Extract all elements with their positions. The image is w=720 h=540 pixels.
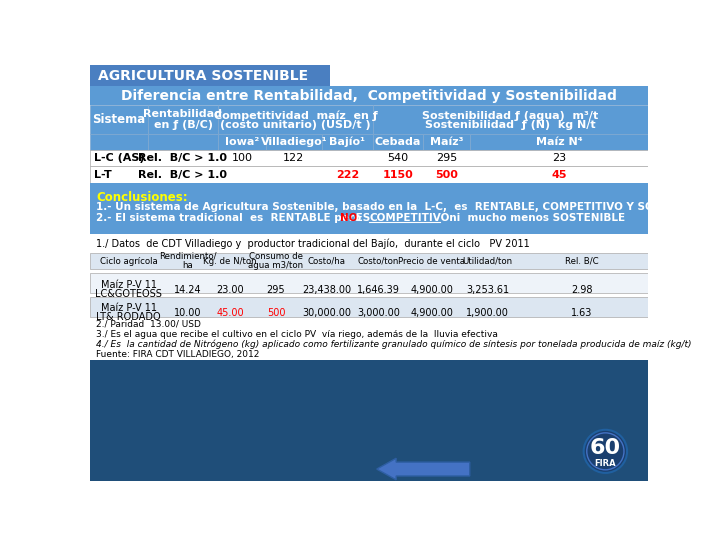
Text: Maíz P-V 11: Maíz P-V 11: [101, 303, 157, 313]
Text: 2.98: 2.98: [571, 285, 593, 295]
Text: Maíz³: Maíz³: [430, 137, 463, 147]
FancyBboxPatch shape: [373, 134, 423, 150]
Text: 122: 122: [283, 153, 305, 163]
Text: Maíz P-V 11: Maíz P-V 11: [101, 280, 157, 290]
Text: ES: ES: [352, 213, 374, 222]
Text: 23.00: 23.00: [217, 285, 244, 295]
Text: 14.24: 14.24: [174, 285, 202, 295]
Text: Rendimiento/
ha: Rendimiento/ ha: [159, 252, 217, 271]
Text: COMPETITIVO: COMPETITIVO: [369, 213, 449, 222]
Text: 222: 222: [336, 170, 359, 180]
FancyBboxPatch shape: [90, 253, 648, 269]
FancyBboxPatch shape: [148, 105, 218, 134]
FancyBboxPatch shape: [90, 65, 330, 86]
Text: 23: 23: [552, 153, 566, 163]
Text: 45: 45: [551, 170, 567, 180]
Text: ni  mucho menos SOSTENIBLE: ni mucho menos SOSTENIBLE: [442, 213, 625, 222]
Text: Maíz N⁴: Maíz N⁴: [536, 137, 582, 147]
Text: Cebada: Cebada: [375, 137, 421, 147]
FancyBboxPatch shape: [90, 150, 648, 166]
Text: Consumo de
agua m3/ton: Consumo de agua m3/ton: [248, 252, 304, 271]
Text: Utilidad/ton: Utilidad/ton: [462, 256, 513, 266]
Text: 1./ Datos  de CDT Villadiego y  productor tradicional del Bajío,  durante el cic: 1./ Datos de CDT Villadiego y productor …: [96, 238, 530, 248]
Text: Sostenibilidad  ƒ (N)  kg N/t: Sostenibilidad ƒ (N) kg N/t: [425, 120, 595, 130]
Text: (costo unitario) (USD/t ): (costo unitario) (USD/t ): [220, 120, 371, 130]
Text: 1,646.39: 1,646.39: [357, 285, 400, 295]
Text: 4,900.00: 4,900.00: [410, 308, 453, 318]
FancyBboxPatch shape: [90, 86, 648, 105]
FancyBboxPatch shape: [90, 360, 648, 481]
Text: L-C (AS): L-C (AS): [94, 153, 145, 163]
FancyBboxPatch shape: [90, 184, 648, 234]
Text: Rel.  B/C > 1.0: Rel. B/C > 1.0: [138, 153, 228, 163]
FancyBboxPatch shape: [218, 105, 373, 134]
Circle shape: [584, 430, 627, 473]
FancyBboxPatch shape: [373, 105, 648, 134]
Text: 60: 60: [590, 438, 621, 458]
Text: 4,900.00: 4,900.00: [410, 285, 453, 295]
Text: 3,253.61: 3,253.61: [466, 285, 509, 295]
FancyBboxPatch shape: [90, 166, 648, 184]
Text: AGRICULTURA SOSTENIBLE: AGRICULTURA SOSTENIBLE: [98, 69, 308, 83]
Text: Fuente: FIRA CDT VILLADIEGO, 2012: Fuente: FIRA CDT VILLADIEGO, 2012: [96, 350, 260, 359]
Text: Costo/ton: Costo/ton: [358, 256, 400, 266]
Text: Sistema: Sistema: [92, 113, 145, 126]
FancyBboxPatch shape: [423, 134, 469, 150]
Text: Ciclo agrícola: Ciclo agrícola: [100, 256, 158, 266]
FancyBboxPatch shape: [148, 134, 218, 150]
Text: Precio de venta: Precio de venta: [398, 256, 465, 266]
Text: 295: 295: [436, 153, 457, 163]
Text: 3./ Es el agua que recibe el cultivo en el ciclo PV  vía riego, además de la  ll: 3./ Es el agua que recibe el cultivo en …: [96, 330, 498, 339]
Text: Iowa²: Iowa²: [225, 137, 259, 147]
Text: L-T: L-T: [94, 170, 112, 180]
Text: LC&GOTEOSS: LC&GOTEOSS: [95, 289, 162, 299]
Text: 2.- El sistema tradicional  es  RENTABLE pero: 2.- El sistema tradicional es RENTABLE p…: [96, 213, 365, 222]
FancyBboxPatch shape: [90, 105, 148, 134]
FancyBboxPatch shape: [90, 65, 648, 481]
FancyBboxPatch shape: [218, 134, 266, 150]
Text: Villadiego¹: Villadiego¹: [261, 137, 327, 147]
Text: 45.00: 45.00: [217, 308, 244, 318]
Text: Kg. de N/ton: Kg. de N/ton: [204, 256, 257, 266]
Text: Rel. B/C: Rel. B/C: [565, 256, 598, 266]
Text: 1,900.00: 1,900.00: [466, 308, 509, 318]
Text: 1150: 1150: [383, 170, 413, 180]
Text: NO: NO: [340, 213, 357, 222]
FancyBboxPatch shape: [469, 134, 648, 150]
FancyBboxPatch shape: [90, 273, 648, 294]
FancyBboxPatch shape: [266, 134, 322, 150]
Text: Rentabilidad
en ƒ (B/C): Rentabilidad en ƒ (B/C): [143, 109, 222, 130]
Text: 3,000.00: 3,000.00: [357, 308, 400, 318]
Text: 30,000.00: 30,000.00: [302, 308, 351, 318]
Text: Conclusiones:: Conclusiones:: [96, 191, 188, 204]
Text: 23,438.00: 23,438.00: [302, 285, 351, 295]
Text: 540: 540: [387, 153, 409, 163]
Text: 2./ Paridad  13.00/ USD: 2./ Paridad 13.00/ USD: [96, 320, 201, 329]
FancyBboxPatch shape: [90, 296, 648, 316]
Text: Costo/ha: Costo/ha: [307, 256, 346, 266]
FancyBboxPatch shape: [90, 134, 148, 150]
FancyArrow shape: [377, 458, 469, 480]
Text: Sostenibilidad ƒ (agua)  m³/t: Sostenibilidad ƒ (agua) m³/t: [423, 111, 598, 120]
Text: 1.63: 1.63: [571, 308, 593, 318]
Text: FIRA: FIRA: [595, 459, 616, 468]
Text: 1.- Un sistema de Agricultura Sostenible, basado en la  L-C,  es  RENTABLE, COMP: 1.- Un sistema de Agricultura Sostenible…: [96, 202, 710, 212]
Text: LT& RODADO: LT& RODADO: [96, 312, 161, 322]
Text: 10.00: 10.00: [174, 308, 202, 318]
Text: 500: 500: [435, 170, 458, 180]
Text: Competitividad  maíz  en ƒ: Competitividad maíz en ƒ: [214, 110, 377, 121]
Text: 100: 100: [231, 153, 253, 163]
Text: 295: 295: [266, 285, 285, 295]
Text: Rel.  B/C > 1.0: Rel. B/C > 1.0: [138, 170, 228, 180]
Text: Bajío¹: Bajío¹: [329, 137, 365, 147]
FancyBboxPatch shape: [322, 134, 373, 150]
Text: 4./ Es  la cantidad de Nitrógeno (kg) aplicado como fertilizante granulado quími: 4./ Es la cantidad de Nitrógeno (kg) apl…: [96, 340, 692, 349]
Text: 500: 500: [266, 308, 285, 318]
Text: Diferencia entre Rentabilidad,  Competitividad y Sostenibilidad: Diferencia entre Rentabilidad, Competiti…: [121, 89, 617, 103]
